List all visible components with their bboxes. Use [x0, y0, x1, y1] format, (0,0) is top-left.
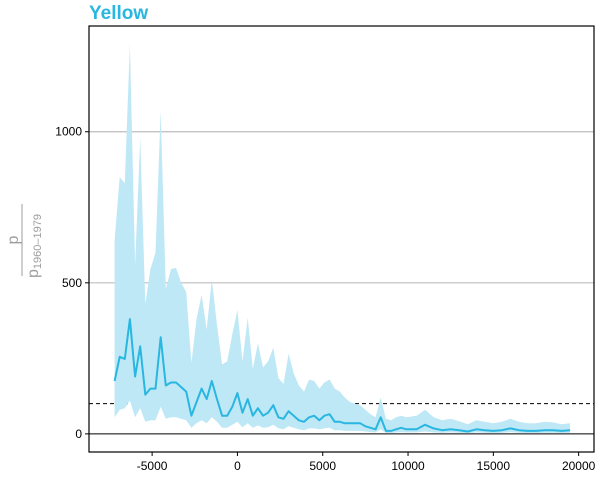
y-tick-label: 0 — [75, 427, 82, 441]
y-axis-label-numerator: p — [5, 235, 22, 244]
confidence-band — [114, 44, 571, 434]
y-tick-label: 1000 — [55, 125, 82, 139]
x-tick-label: 5000 — [309, 459, 336, 473]
y-axis-label-denominator: p1960–1979 — [25, 214, 44, 278]
axis-layer: 0 500 1000 -5000 0 5000 10000 15000 20000 — [55, 125, 595, 473]
band-layer — [114, 44, 571, 434]
x-tick-label: 15000 — [477, 459, 511, 473]
y-axis-label: p p1960–1979 — [5, 204, 44, 278]
x-tick-label: 0 — [234, 459, 241, 473]
plot-frame — [88, 25, 595, 453]
x-tick-label: 20000 — [562, 459, 596, 473]
chart-title: Yellow — [89, 3, 149, 24]
y-axis-label-denominator-p: p — [25, 269, 42, 278]
x-tick-label: 10000 — [391, 459, 425, 473]
x-tick-label: -5000 — [137, 459, 168, 473]
y-tick-label: 500 — [62, 276, 82, 290]
series-line — [113, 318, 571, 433]
y-axis-label-subscript: 1960–1979 — [32, 214, 44, 269]
line-layer — [113, 318, 571, 433]
